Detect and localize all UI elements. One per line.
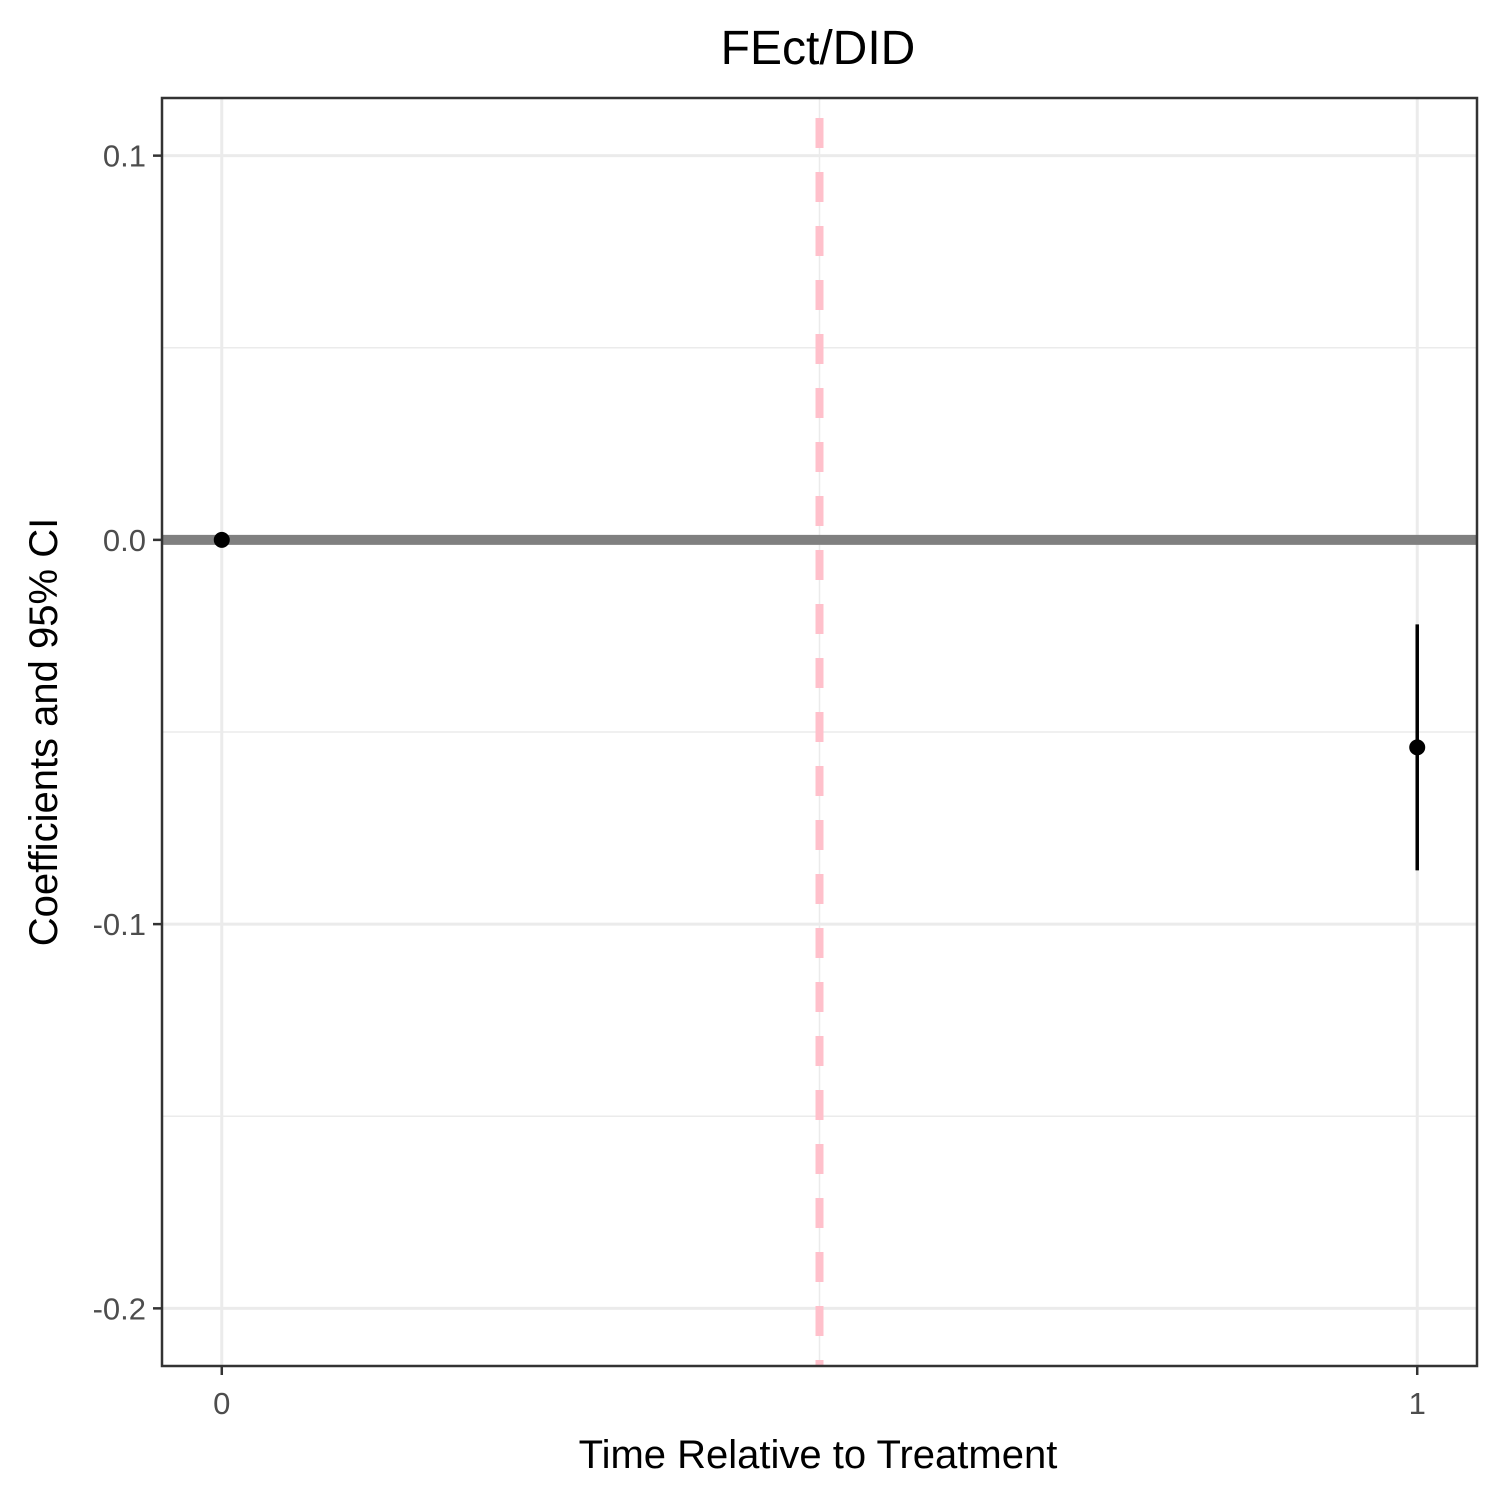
y-axis-title: Coefficients and 95% CI [22,518,66,946]
chart-title: FEct/DID [721,22,916,75]
y-tick-label: -0.2 [93,1291,146,1326]
data-point [1409,739,1426,756]
x-tick-label: 0 [213,1386,230,1421]
y-tick-label: 0.0 [103,523,146,558]
plot-area: 0.1 0.0 -0.1 -0.2 0 1 [93,96,1479,1421]
y-tick-label: 0.1 [103,139,146,174]
x-tick-label: 1 [1409,1386,1426,1421]
y-tick-label: -0.1 [93,907,146,942]
panel-border [160,96,1479,1368]
data-point [213,531,230,548]
x-axis-title: Time Relative to Treatment [579,1433,1058,1477]
